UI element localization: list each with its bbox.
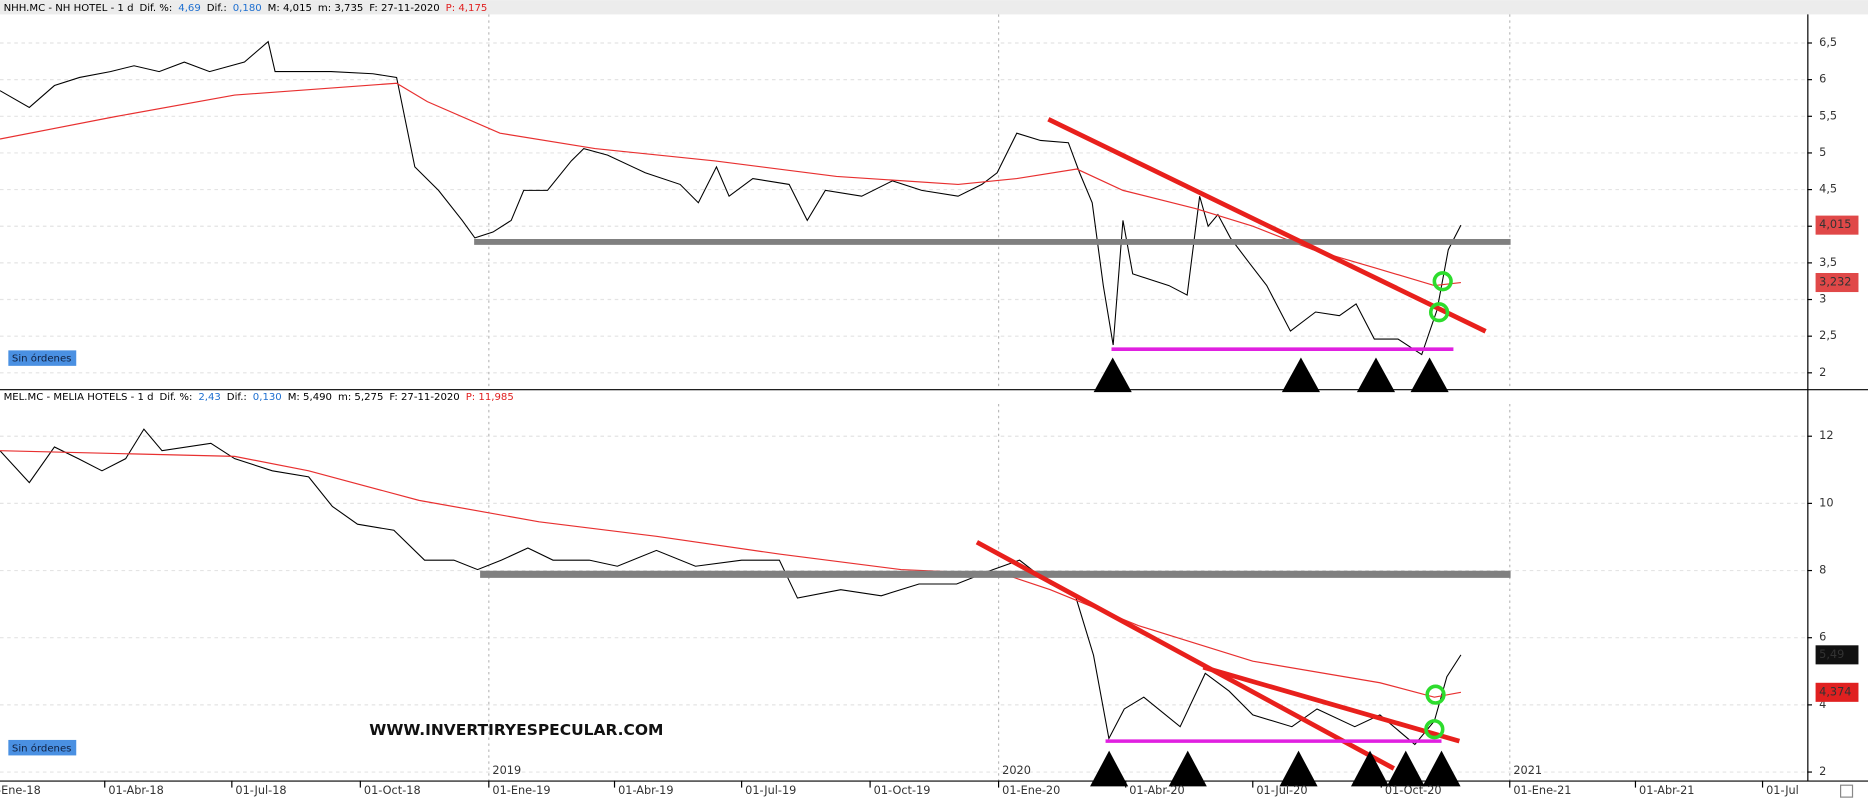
price-badge-label: 4,015 [1819, 218, 1851, 231]
header-segment: MEL.MC - MELIA HOTELS - 1 d [4, 392, 154, 403]
triangle [1356, 357, 1396, 393]
x-tick-label: 01-Oct-19 [874, 784, 931, 797]
header-segment: Dif. %: [160, 392, 193, 403]
price-badge-label: 5,49 [1819, 648, 1844, 661]
signal-circle [1424, 719, 1445, 740]
header-segment: 2,43 [198, 392, 221, 403]
status-box [8, 350, 77, 366]
x-tick-label: 01-Oct-20 [1385, 784, 1442, 797]
price-badge [1815, 272, 1859, 293]
trend-line [975, 540, 1395, 771]
header-segment: Dif. %: [139, 3, 172, 14]
y-tick-label: 4,5 [1819, 183, 1837, 196]
status-box [8, 739, 77, 756]
y-tick-label: 3,5 [1819, 256, 1837, 269]
y-tick-label: 10 [1819, 496, 1833, 509]
pane-header: MEL.MC - MELIA HOTELS - 1 d Dif. %: 2,43 Di… [4, 392, 514, 403]
year-label: 2020 [1002, 764, 1031, 777]
price-badge-label: 3,232 [1819, 276, 1851, 289]
price-badge [1815, 645, 1859, 665]
header-segment: m: 3,735 [318, 3, 363, 14]
triangle [1168, 750, 1207, 787]
header-segment: F: 27-11-2020 [389, 392, 459, 403]
header-segment: M: 4,015 [268, 3, 312, 14]
header-segment: P: 4,175 [446, 3, 488, 14]
y-tick-label: 5 [1819, 146, 1826, 159]
watermark: WWW.INVERTIRYESPECULAR.COM [369, 721, 663, 739]
x-tick-label: 01-Ene-18 [0, 784, 41, 797]
x-tick-label: 01-Abr-20 [1129, 784, 1184, 797]
price-line [0, 450, 1462, 698]
signal-circle [1428, 302, 1450, 323]
header-segment: F: 27-11-2020 [369, 3, 439, 14]
status-label: Sin órdenes [12, 742, 72, 754]
y-tick-label: 4 [1819, 698, 1826, 711]
grid [0, 14, 1808, 781]
y-tick-label: 5,5 [1819, 109, 1837, 122]
triangle [1410, 357, 1449, 393]
status-label: Sin órdenes [12, 353, 72, 365]
header-segment: NHH.MC - NH HOTEL - 1 d [4, 3, 134, 14]
price-line [0, 82, 1461, 287]
header-segment: Dif.: [227, 392, 247, 403]
year-label: 2021 [1513, 764, 1542, 777]
header-segment: 0,130 [253, 392, 282, 403]
y-tick-label: 2,5 [1819, 329, 1837, 342]
axes: NHH.MC - NH HOTEL - 1 d Dif. %: 4,69 Dif.: 0… [0, 3, 1859, 797]
x-tick-label: 01-Jul [1766, 784, 1799, 797]
pane-header: NHH.MC - NH HOTEL - 1 d Dif. %: 4,69 Dif.: 0… [4, 3, 488, 14]
header-segment: M: 5,490 [288, 392, 332, 403]
header-segment: 4,69 [178, 3, 201, 14]
year-label: 2019 [492, 764, 521, 777]
signal-circle [1432, 271, 1453, 292]
price-badge-label: 4,374 [1819, 685, 1851, 698]
y-tick-label: 8 [1819, 564, 1826, 577]
triangle [1281, 357, 1320, 393]
triangle [1386, 750, 1425, 787]
price-badge [1815, 215, 1859, 235]
x-tick-label: 01-Jul-19 [745, 784, 796, 797]
triangle [1090, 750, 1129, 787]
x-tick-label: 01-Jul-20 [1256, 784, 1307, 797]
corner-button[interactable] [1840, 784, 1854, 798]
x-tick-label: 01-Ene-21 [1513, 784, 1571, 797]
x-tick-label: 01-Abr-18 [108, 784, 163, 797]
header-segment: 0,180 [233, 3, 262, 14]
signal-circle [1425, 684, 1446, 705]
price-line [0, 40, 1462, 356]
price-line [0, 428, 1462, 746]
trend-line [1047, 117, 1487, 334]
triangle [1093, 357, 1132, 393]
y-tick-label: 6,5 [1819, 36, 1837, 49]
price-badge [1815, 682, 1859, 702]
x-tick-label: 01-Abr-21 [1639, 784, 1694, 797]
x-tick-label: 01-Oct-18 [364, 784, 421, 797]
drawings [474, 117, 1511, 787]
y-tick-label: 3 [1819, 293, 1826, 306]
y-tick-label: 2 [1819, 366, 1826, 379]
header-bar [0, 0, 1868, 15]
x-tick-label: 01-Ene-20 [1002, 784, 1060, 797]
triangle [1279, 750, 1318, 787]
y-tick-label: 6 [1819, 73, 1826, 86]
y-tick-label: 12 [1819, 429, 1833, 442]
triangle [1350, 750, 1390, 787]
triangle [1422, 750, 1461, 787]
header-segment: m: 5,275 [338, 392, 383, 403]
header-segment: P: 11,985 [466, 392, 514, 403]
y-tick-label: 6 [1819, 631, 1826, 644]
header-segment: Dif.: [207, 3, 227, 14]
x-tick-label: 01-Jul-18 [235, 784, 286, 797]
y-tick-label: 2 [1819, 765, 1826, 778]
header-bar [0, 389, 1868, 404]
x-tick-label: 01-Ene-19 [492, 784, 550, 797]
x-tick-label: 01-Abr-19 [618, 784, 673, 797]
trend-line [1202, 664, 1461, 744]
